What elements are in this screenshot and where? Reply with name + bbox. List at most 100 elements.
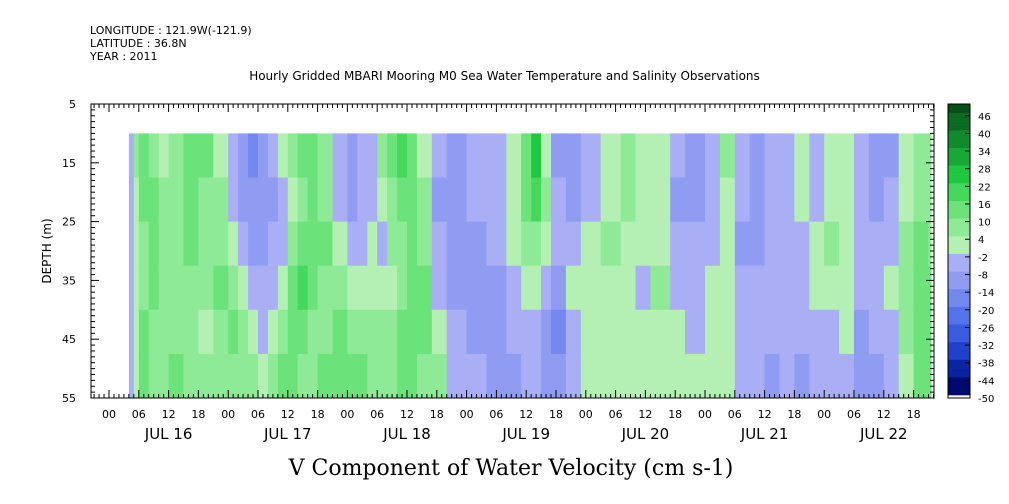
colorbar-swatch (948, 324, 970, 334)
colorbar-swatch (948, 139, 970, 149)
heatmap-cell (685, 309, 706, 355)
heatmap-cell (551, 221, 567, 267)
heatmap-cell (898, 353, 915, 399)
heatmap-cell (551, 133, 567, 178)
heatmap-cell (277, 221, 289, 267)
heatmap-cell (670, 353, 686, 399)
heatmap-cell (734, 309, 751, 355)
heatmap-cell (466, 133, 487, 178)
x-hour-tick-label: 12 (281, 408, 295, 421)
heatmap-cell (650, 133, 671, 178)
heatmap-cells (128, 133, 932, 399)
heatmap-cell (854, 133, 870, 178)
heatmap-cell (898, 265, 915, 311)
heatmap-cell (431, 265, 448, 311)
heatmap-cell (541, 177, 552, 223)
heatmap-cell (228, 177, 239, 223)
heatmap-cell (839, 353, 855, 399)
heatmap-cell (913, 221, 929, 267)
heatmap-cell (128, 221, 135, 267)
heatmap-cell (332, 265, 348, 311)
x-hour-tick-label: 12 (519, 408, 533, 421)
heatmap-cell (650, 265, 671, 311)
heatmap-cell (138, 353, 150, 399)
colorbar-swatch (948, 218, 970, 228)
heatmap-cell (868, 309, 885, 355)
heatmap-cell (287, 265, 299, 311)
heatmap-cell (133, 265, 140, 311)
heatmap-cell (287, 309, 299, 355)
heatmap-cell (158, 353, 170, 399)
heatmap-cell (198, 265, 214, 311)
heatmap-cell (238, 177, 249, 223)
x-hour-tick-label: 06 (728, 408, 742, 421)
heatmap-cell (183, 133, 199, 178)
colorbar-swatch (948, 333, 970, 343)
heatmap-cell (670, 221, 686, 267)
heatmap-cell (168, 353, 184, 399)
heatmap-cell (486, 309, 507, 355)
heatmap-cell (779, 309, 795, 355)
heatmap-cell (148, 133, 160, 178)
heatmap-cell (854, 353, 870, 399)
heatmap-cell (565, 265, 582, 311)
heatmap-cell (685, 221, 706, 267)
heatmap-cell (600, 265, 622, 311)
heatmap-cell (928, 309, 932, 355)
heatmap-cell (466, 265, 487, 311)
heatmap-cell (238, 353, 249, 399)
heatmap-cell (128, 353, 135, 399)
heatmap-cell (521, 177, 532, 223)
heatmap-cell (317, 353, 333, 399)
heatmap-cell (705, 309, 721, 355)
colorbar-swatch (948, 201, 970, 211)
x-day-label: JUL 18 (382, 425, 431, 443)
heatmap-cell (446, 265, 468, 311)
heatmap-cell (258, 309, 269, 355)
heatmap-cell (133, 133, 140, 178)
heatmap-cell (531, 265, 542, 311)
heatmap-cell (650, 309, 671, 355)
colorbar-tick-label: 40 (978, 129, 991, 140)
heatmap-cell (307, 353, 319, 399)
heatmap-cell (705, 265, 721, 311)
heatmap-cell (883, 353, 900, 399)
heatmap-cell (397, 133, 408, 178)
heatmap-cell (238, 221, 249, 267)
heatmap-cell (297, 309, 309, 355)
heatmap-cell (565, 177, 582, 223)
heatmap-cell (183, 309, 199, 355)
colorbar-swatch (948, 245, 970, 255)
heatmap-cell (854, 265, 870, 311)
heatmap-cell (128, 265, 135, 311)
heatmap-cell (883, 133, 900, 178)
heatmap-cell (148, 309, 160, 355)
colorbar-tick-label: -50 (978, 394, 994, 405)
heatmap-cell (168, 133, 184, 178)
heatmap-cell (238, 133, 249, 178)
heatmap-cell (387, 177, 398, 223)
x-hour-tick-label: 06 (251, 408, 265, 421)
x-hour-tick-label: 00 (221, 408, 235, 421)
heatmap-cell (377, 177, 388, 223)
heatmap-cell (267, 133, 279, 178)
heatmap-cell (228, 133, 239, 178)
heatmap-cell (551, 177, 567, 223)
heatmap-cell (148, 177, 160, 223)
colorbar-swatch (948, 156, 970, 166)
heatmap-cell (506, 133, 522, 178)
heatmap-cell (898, 309, 915, 355)
x-hour-tick-label: 06 (609, 408, 623, 421)
heatmap-cell (367, 177, 378, 223)
heatmap-cell (670, 309, 686, 355)
heatmap-cell (367, 221, 378, 267)
heatmap-cell (854, 309, 870, 355)
x-hour-tick-label: 00 (340, 408, 354, 421)
heatmap-cell (734, 177, 751, 223)
heatmap-cell (416, 353, 433, 399)
y-axis: 5 15 25 35 45 55 (62, 98, 934, 405)
heatmap-cell (407, 221, 418, 267)
heatmap-cell (407, 133, 418, 178)
heatmap-cell (307, 265, 319, 311)
heatmap-cell (307, 221, 319, 267)
